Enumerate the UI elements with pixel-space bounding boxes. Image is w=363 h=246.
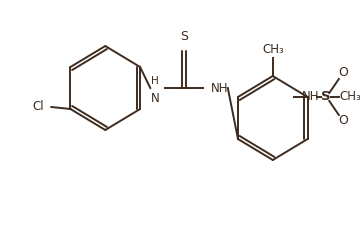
Text: CH₃: CH₃ <box>262 43 284 56</box>
Text: O: O <box>339 114 348 127</box>
Text: NH: NH <box>211 81 228 94</box>
Text: NH: NH <box>302 91 319 104</box>
Text: N: N <box>151 92 159 105</box>
Text: S: S <box>321 91 330 104</box>
Text: Cl: Cl <box>32 101 44 113</box>
Text: O: O <box>339 66 348 79</box>
Text: H: H <box>151 76 159 86</box>
Text: S: S <box>180 30 188 43</box>
Text: CH₃: CH₃ <box>340 91 362 104</box>
